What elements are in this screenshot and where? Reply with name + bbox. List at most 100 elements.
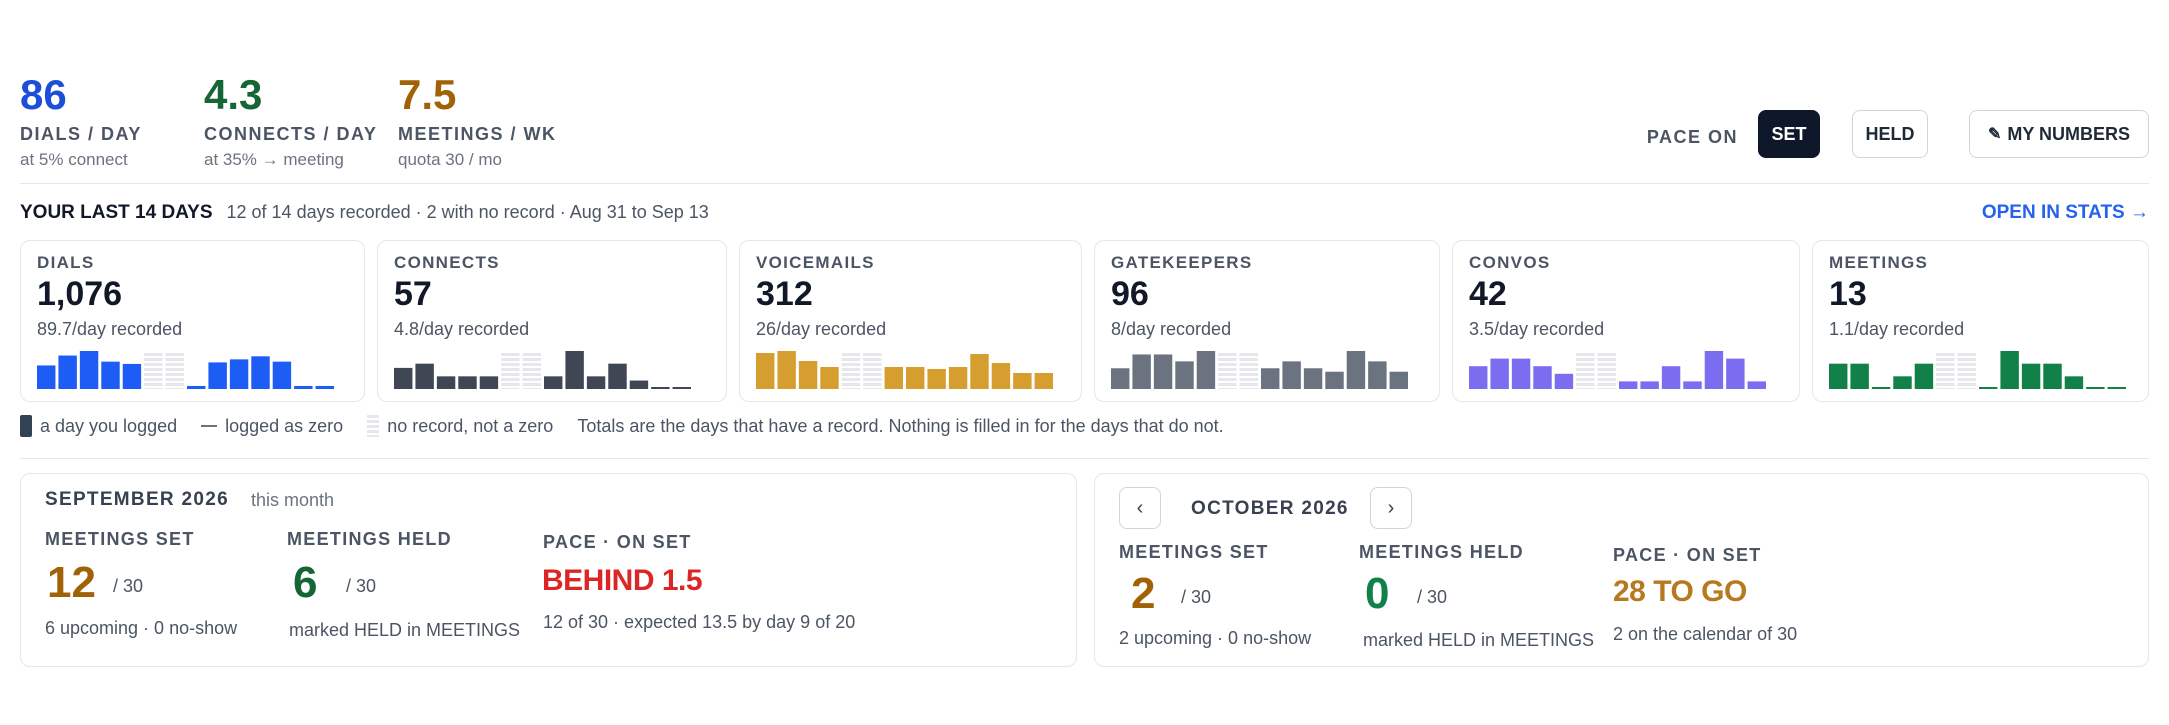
sparkline-legend: a day you logged logged as zero no recor… — [20, 415, 1248, 437]
no-record-day — [1957, 383, 1976, 386]
no-record-day — [522, 358, 541, 361]
no-record-day — [841, 358, 861, 361]
no-record-day — [501, 368, 520, 371]
logged-day-bar — [906, 367, 925, 389]
target-meetings: 7.5 MEETINGS / WK quota 30 / mo — [398, 72, 598, 170]
no-record-day — [1239, 383, 1258, 386]
pace-label: PACE · ON SET — [543, 532, 692, 552]
no-record-day — [1957, 363, 1976, 366]
card-label: CONNECTS — [394, 253, 500, 272]
logged-day-bar — [991, 363, 1011, 389]
meetings-held-value: 6 — [293, 558, 318, 607]
target-meetings-value: 7.5 — [398, 71, 457, 118]
no-record-day — [144, 363, 163, 366]
gatekeepers-sparkline — [1111, 351, 1408, 389]
logged-day-bar — [394, 367, 413, 389]
logged-day-bar — [1368, 361, 1387, 389]
no-record-day — [841, 373, 861, 376]
no-record-day — [1218, 363, 1237, 366]
no-record-day — [522, 353, 541, 356]
no-record-day — [863, 378, 882, 381]
no-record-day — [1576, 358, 1595, 361]
logged-day-bar — [101, 361, 120, 389]
no-record-day — [144, 388, 163, 389]
no-record-day — [522, 373, 541, 376]
pace-held-button[interactable]: HELD — [1852, 110, 1928, 158]
legend-logged-label: a day you logged — [40, 415, 178, 436]
target-connects-value: 4.3 — [204, 71, 263, 118]
no-record-day — [1239, 358, 1258, 361]
no-record-day — [1936, 383, 1955, 386]
meetings-held-sub: marked HELD in MEETINGS — [1363, 630, 1595, 650]
logged-day-bar — [798, 361, 818, 389]
last-14-subtitle: 12 of 14 days recorded · 2 with no recor… — [226, 202, 709, 222]
meetings-held-of: / 30 — [346, 576, 377, 596]
no-record-day — [1576, 368, 1595, 371]
prev-month-button[interactable]: ‹ — [1119, 487, 1161, 529]
meetings-held-label: MEETINGS HELD — [1359, 542, 1524, 562]
my-numbers-button[interactable]: ✎ MY NUMBERS — [1969, 110, 2149, 158]
card-convos[interactable]: CONVOS 42 3.5/day recorded — [1452, 240, 1800, 402]
logged-day-bar — [37, 365, 56, 389]
no-record-day — [501, 363, 520, 366]
logged-day-bar — [1132, 354, 1151, 389]
card-label: CONVOS — [1469, 253, 1551, 272]
no-record-day — [1576, 363, 1595, 366]
no-record-day — [841, 353, 861, 356]
no-record-day — [841, 383, 861, 386]
no-record-day — [165, 388, 184, 389]
card-sub: 3.5/day recorded — [1469, 319, 1605, 339]
logged-day-bar — [251, 356, 270, 389]
no-record-day — [1218, 358, 1237, 361]
no-record-day — [501, 388, 520, 389]
no-record-day — [1936, 353, 1955, 356]
meetings-set-label: MEETINGS SET — [1119, 542, 1269, 562]
logged-day-bar — [272, 361, 292, 389]
legend-note: Totals are the days that have a record. … — [577, 415, 1224, 436]
no-record-day — [1936, 358, 1955, 361]
card-label: DIALS — [37, 253, 95, 272]
logged-day-bar — [1661, 366, 1681, 389]
legend-note-wrap: Totals are the days that have a record. … — [577, 416, 1223, 437]
last-14-title: YOUR LAST 14 DAYS — [20, 202, 213, 223]
card-sub: 1.1/day recorded — [1829, 319, 1965, 339]
card-gatekeepers[interactable]: GATEKEEPERS 96 8/day recorded — [1094, 240, 1440, 402]
no-record-day — [1936, 388, 1955, 389]
no-record-day — [1957, 358, 1976, 361]
no-record-day — [1957, 388, 1976, 389]
meetings-held-of: / 30 — [1417, 587, 1448, 607]
card-dials[interactable]: DIALS 1,076 89.7/day recorded — [20, 240, 365, 402]
pace-set-button[interactable]: SET — [1758, 110, 1820, 158]
meetings-sparkline — [1829, 351, 2126, 389]
logged-day-bar — [79, 351, 99, 389]
logged-day-bar — [1704, 351, 1724, 389]
card-voicemails[interactable]: VOICEMAILS 312 26/day recorded — [739, 240, 1082, 402]
meetings-set-sub: 2 upcoming · 0 no-show — [1119, 628, 1312, 648]
logged-day-bar — [1511, 358, 1531, 389]
logged-day-bar — [544, 376, 563, 389]
no-record-day — [863, 388, 882, 389]
no-record-day — [1936, 363, 1955, 366]
logged-day-bar — [1850, 363, 1869, 389]
no-record-day — [144, 353, 163, 356]
logged-day-bar — [565, 351, 584, 389]
chevron-left-icon: ‹ — [1136, 496, 1144, 519]
card-connects[interactable]: CONNECTS 57 4.8/day recorded — [377, 240, 727, 402]
logged-day-bar — [1153, 354, 1173, 389]
card-sub: 26/day recorded — [756, 319, 887, 339]
logged-day-bar — [1282, 361, 1301, 389]
no-record-day — [1218, 378, 1237, 381]
logged-day-bar — [1533, 366, 1552, 389]
month-title: OCTOBER 2026 — [1191, 498, 1349, 519]
open-in-stats-link[interactable]: OPEN IN STATS → — [1981, 202, 2149, 223]
legend-logged: a day you logged — [20, 415, 177, 437]
zero-day — [1979, 387, 1998, 389]
no-record-day — [144, 383, 163, 386]
logged-day-bar — [884, 367, 903, 389]
logged-day-bar — [586, 376, 606, 389]
next-month-button[interactable]: › — [1370, 487, 1412, 529]
no-record-day — [1957, 378, 1976, 381]
card-value: 42 — [1469, 275, 1507, 313]
card-meetings[interactable]: MEETINGS 13 1.1/day recorded — [1812, 240, 2149, 402]
no-record-day — [1576, 353, 1595, 356]
